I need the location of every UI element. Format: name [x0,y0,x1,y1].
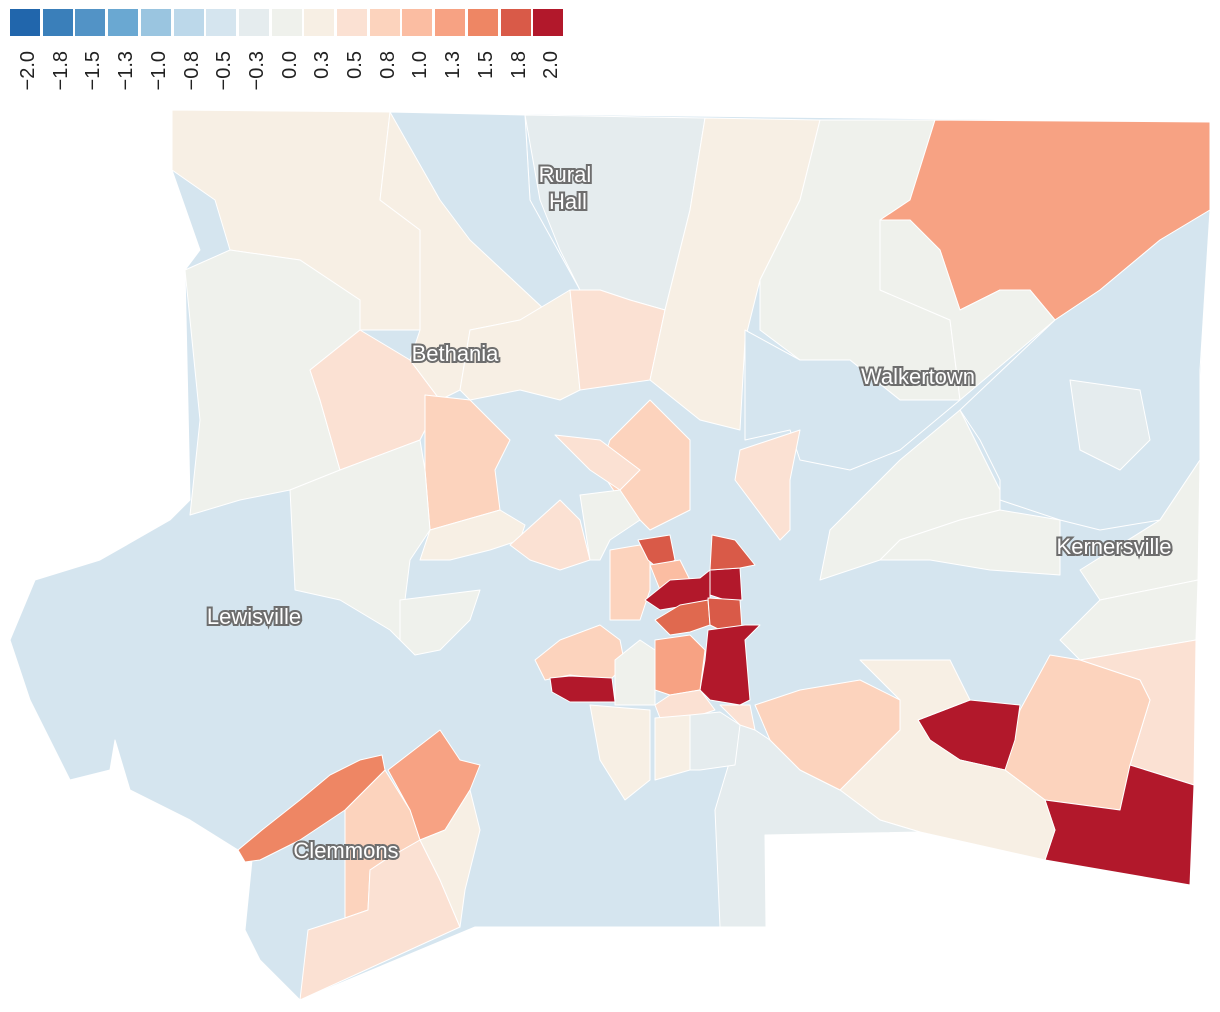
tract-c-25 [654,714,691,781]
legend-swatch [304,9,335,36]
legend-swatch [533,9,564,36]
legend-swatch [108,9,139,36]
tract-c-24 [589,704,651,801]
legend-swatch [337,9,367,36]
tract-c-5 [289,439,431,641]
tract-clemmons-5 [419,789,481,928]
legend-swatch [435,9,466,36]
tract-clemmons-3 [237,754,386,863]
place-label-lewisville: Lewisville [207,604,301,629]
place-label-kernersville: Kernersville [1057,534,1172,559]
place-label-bethania: Bethania [412,341,500,366]
legend-swatch [42,9,73,36]
tract-c-2 [554,434,641,491]
census-tracts [9,109,1211,1001]
tract-c-8 [399,589,481,656]
tract-c-19 [654,634,706,696]
legend-swatch [500,9,531,36]
legend-swatch [369,9,400,36]
tract-c-14 [709,567,743,601]
tract-c-15 [709,534,756,571]
place-label-rural-hall: Rural Hall [539,162,598,214]
tract-east-3 [1069,379,1151,471]
tract-se-peach [754,679,901,791]
legend-swatch [206,9,237,36]
legend-swatch [467,9,498,36]
legend-swatch [140,9,171,36]
place-labels: Rural Hall Bethania Walkertown Kernersvi… [205,160,1174,865]
place-label-clemmons: Clemmons [293,838,398,863]
tract-c-10 [609,544,651,621]
tract-c-9 [579,489,641,561]
tract-kernersville-w [879,509,1061,576]
tract-c-18 [699,624,761,706]
tract-c-26 [689,711,741,771]
tract-c-27 [719,704,756,731]
tract-c-6 [419,509,526,561]
tract-ne-2 [879,219,1056,401]
legend-swatch [75,9,106,36]
place-label-walkertown: Walkertown [861,364,975,389]
legend-swatch [10,9,40,36]
legend-swatch [238,9,269,36]
tract-c-17 [707,597,743,631]
legend-swatch [173,9,204,36]
tract-east-2 [959,209,1211,531]
tract-c-22 [614,639,656,706]
legend-swatch [402,9,433,36]
tract-c-3 [734,429,801,541]
tract-n-mid-1 [459,289,581,401]
legend-swatch [271,9,302,36]
